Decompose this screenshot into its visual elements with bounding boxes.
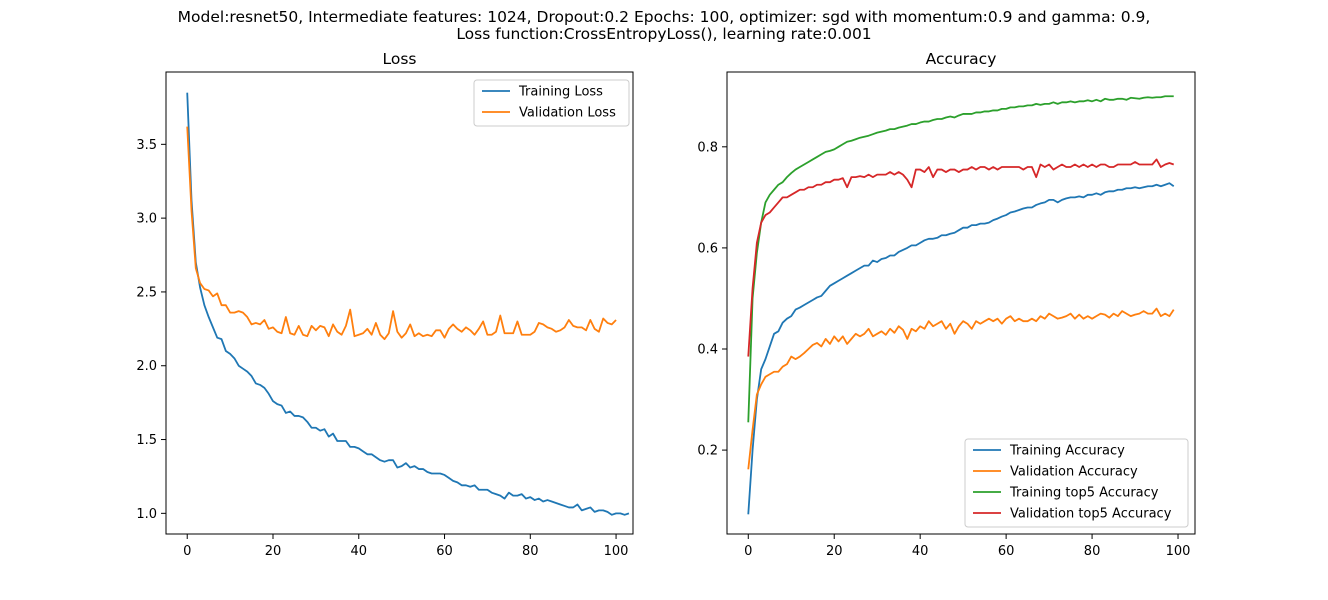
y-tick-label: 2.5 bbox=[136, 285, 157, 300]
x-tick-label: 80 bbox=[1084, 544, 1101, 559]
x-tick-label: 20 bbox=[826, 544, 843, 559]
x-tick-label: 40 bbox=[912, 544, 929, 559]
legend-item-training-loss: Training Loss bbox=[482, 85, 603, 100]
legend-item-validation-loss: Validation Loss bbox=[482, 106, 616, 121]
series-line-validation-accuracy bbox=[747, 307, 1175, 470]
series-line-validation-top5-accuracy bbox=[747, 158, 1175, 357]
x-tick-label: 100 bbox=[1166, 544, 1191, 559]
y-tick-label: 0.8 bbox=[697, 140, 718, 155]
loss-chart: Loss 0 20 40 60 80 100 1.0 1.5 2.0 2.5 3.0 3.5 Traini… bbox=[136, 50, 634, 559]
x-tick-label: 80 bbox=[522, 544, 539, 559]
legend-box bbox=[473, 79, 630, 127]
y-tick-label: 0.6 bbox=[697, 241, 718, 256]
legend-label: Training Loss bbox=[518, 85, 603, 100]
legend-item-training-accuracy: Training Accuracy bbox=[973, 444, 1125, 459]
series-line-validation-loss bbox=[186, 126, 617, 341]
legend-label: Validation Loss bbox=[519, 106, 616, 121]
chart-title: Accuracy bbox=[926, 50, 997, 68]
x-tick-label: 0 bbox=[183, 544, 191, 559]
y-tick-label: 3.5 bbox=[136, 138, 157, 153]
legend-label: Validation top5 Accuracy bbox=[1010, 507, 1172, 522]
series-line-training-loss bbox=[186, 92, 630, 516]
legend-item-training-top5-accuracy: Training top5 Accuracy bbox=[973, 486, 1159, 501]
chart-title: Loss bbox=[383, 50, 417, 68]
legend-label: Training Accuracy bbox=[1009, 444, 1125, 459]
legend-label: Training top5 Accuracy bbox=[1009, 486, 1159, 501]
y-tick-label: 0.2 bbox=[697, 444, 718, 459]
x-tick-label: 60 bbox=[436, 544, 453, 559]
y-tick-label: 1.5 bbox=[136, 433, 157, 448]
x-tick-label: 100 bbox=[604, 544, 629, 559]
y-tick-label: 0.4 bbox=[697, 342, 718, 357]
accuracy-chart: Accuracy 0 20 40 60 80 100 0.2 0.4 0.6 0.8 Training… bbox=[697, 50, 1196, 559]
y-tick-label: 2.0 bbox=[136, 359, 157, 374]
legend-box bbox=[964, 438, 1189, 528]
legend-item-validation-accuracy: Validation Accuracy bbox=[973, 465, 1138, 480]
y-tick-label: 1.0 bbox=[136, 507, 157, 522]
figure-title: Model:resnet50, Intermediate features: 1… bbox=[0, 9, 1328, 43]
figure-title-line-2: Loss function:CrossEntropyLoss(), learni… bbox=[456, 25, 872, 43]
legend: Training Accuracy Validation Accuracy Trai… bbox=[964, 438, 1189, 528]
legend-item-validation-top5-accuracy: Validation top5 Accuracy bbox=[973, 507, 1172, 522]
figure-title-line-1: Model:resnet50, Intermediate features: 1… bbox=[177, 8, 1151, 26]
series-line-training-top5-accuracy bbox=[747, 95, 1174, 423]
legend: Training Loss Validation Loss bbox=[473, 79, 630, 127]
plot-frame bbox=[726, 71, 1196, 535]
x-tick-label: 60 bbox=[998, 544, 1015, 559]
y-tick-label: 3.0 bbox=[136, 212, 157, 227]
plot-frame bbox=[165, 71, 634, 535]
legend-label: Validation Accuracy bbox=[1010, 465, 1138, 480]
x-tick-label: 20 bbox=[265, 544, 282, 559]
x-tick-label: 0 bbox=[744, 544, 752, 559]
x-tick-label: 40 bbox=[350, 544, 367, 559]
series-line-training-accuracy bbox=[747, 182, 1175, 515]
